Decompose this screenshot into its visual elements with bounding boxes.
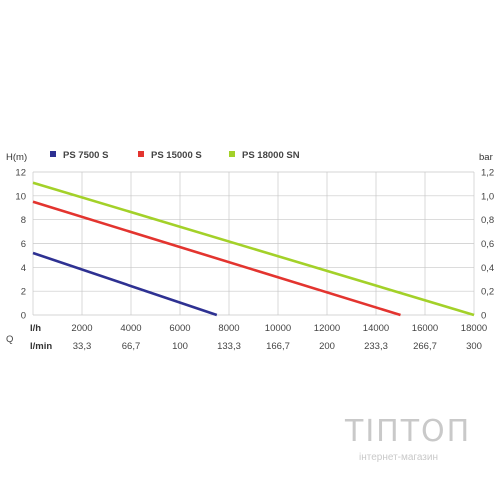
series-line-3 xyxy=(32,181,475,317)
x-tick-lmin: 266,7 xyxy=(413,341,437,352)
legend-label: PS 18000 SN xyxy=(242,150,300,161)
axes: 0 0 2 0,2 4 0,4 6 0,6 8 0,8 10 1,0 12 1,2 2000 33,3 4000… xyxy=(15,168,494,353)
watermark-title: ТІПТОП xyxy=(344,414,471,449)
x-tick-lmin: 33,3 xyxy=(73,341,92,352)
x-tick-lmin: 300 xyxy=(466,341,482,352)
y-tick-right: 0,2 xyxy=(481,287,494,298)
x-tick-lh: 8000 xyxy=(218,323,239,334)
x-tick-lh: 14000 xyxy=(363,323,389,334)
legend-swatch xyxy=(50,151,56,157)
row-label-lmin: l/min xyxy=(30,341,52,352)
legend-label: PS 15000 S xyxy=(151,150,202,161)
y-tick-right: 0,6 xyxy=(481,239,494,250)
y-tick-right: 0,8 xyxy=(481,215,494,226)
y-tick-right: 1,0 xyxy=(481,191,494,202)
x-tick-lmin: 166,7 xyxy=(266,341,290,352)
y-tick-left: 4 xyxy=(21,263,26,274)
row-label-q: Q xyxy=(6,334,13,345)
x-tick-lmin: 200 xyxy=(319,341,335,352)
y-tick-left: 6 xyxy=(21,239,26,250)
y-tick-left: 2 xyxy=(21,287,26,298)
y-axis-title-left: H(m) xyxy=(6,152,27,163)
x-tick-lh: 12000 xyxy=(314,323,340,334)
watermark: ТІПТОП інтернет-магазин xyxy=(344,414,471,463)
x-tick-lh: 2000 xyxy=(71,323,92,334)
x-tick-lh: 4000 xyxy=(120,323,141,334)
y-axis-title-right: bar xyxy=(479,152,493,163)
y-tick-right: 0 xyxy=(481,311,486,322)
y-tick-left: 8 xyxy=(21,215,26,226)
legend-swatch xyxy=(229,151,235,157)
x-tick-lmin: 133,3 xyxy=(217,341,241,352)
legend-label: PS 7500 S xyxy=(63,150,108,161)
series-lines xyxy=(32,181,475,317)
y-tick-right: 0,4 xyxy=(481,263,494,274)
x-tick-lh: 6000 xyxy=(169,323,190,334)
x-tick-lh: 10000 xyxy=(265,323,291,334)
grid xyxy=(32,171,475,316)
x-tick-lh: 16000 xyxy=(412,323,438,334)
series-line-2 xyxy=(32,200,401,317)
y-tick-left: 12 xyxy=(15,168,26,179)
watermark-subtitle: інтернет-магазин xyxy=(359,452,438,463)
legend-swatch xyxy=(138,151,144,157)
legend: PS 7500 S PS 15000 S PS 18000 SN xyxy=(50,150,300,161)
x-tick-lmin: 233,3 xyxy=(364,341,388,352)
y-tick-left: 10 xyxy=(15,191,26,202)
y-tick-left: 0 xyxy=(21,311,26,322)
x-tick-lmin: 66,7 xyxy=(122,341,141,352)
x-tick-lmin: 100 xyxy=(172,341,188,352)
x-tick-lh: 18000 xyxy=(461,323,487,334)
y-tick-right: 1,2 xyxy=(481,168,494,179)
series-line-1 xyxy=(32,251,218,317)
row-label-lh: l/h xyxy=(30,323,41,334)
